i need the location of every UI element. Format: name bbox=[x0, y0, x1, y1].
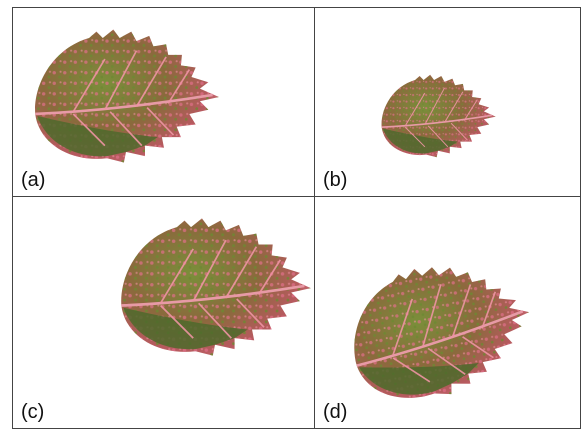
leaf-image-c bbox=[119, 217, 313, 357]
panel-label-a: (a) bbox=[21, 169, 46, 191]
panel-label-c: (c) bbox=[21, 401, 45, 423]
panel-c: (c) bbox=[12, 196, 315, 429]
leaf-image-a bbox=[33, 28, 221, 164]
panel-label-d: (d) bbox=[323, 401, 348, 423]
leaf-image-b bbox=[380, 73, 497, 159]
panel-a: (a) bbox=[12, 7, 315, 197]
panel-d: (d) bbox=[314, 196, 581, 429]
panel-b: (b) bbox=[314, 7, 581, 197]
leaf-image-d bbox=[338, 246, 544, 414]
panel-label-b: (b) bbox=[323, 169, 348, 191]
